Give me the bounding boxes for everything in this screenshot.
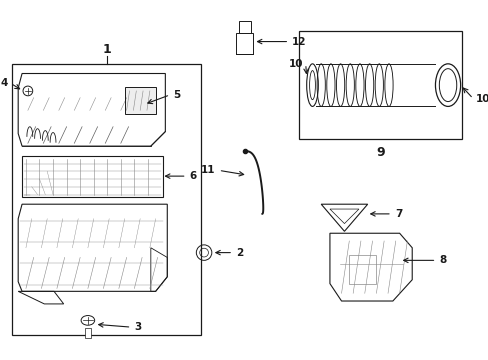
Text: 8: 8 bbox=[438, 255, 446, 265]
Bar bbox=[12, 64, 201, 335]
Bar bbox=[298, 31, 461, 139]
Bar bbox=[239, 21, 250, 33]
Text: 9: 9 bbox=[375, 147, 384, 159]
Bar bbox=[236, 33, 253, 54]
Text: 6: 6 bbox=[189, 171, 196, 181]
Text: 5: 5 bbox=[173, 90, 180, 100]
Text: 10: 10 bbox=[288, 59, 302, 69]
Text: 4: 4 bbox=[0, 78, 7, 88]
Bar bbox=[348, 255, 376, 284]
Text: 7: 7 bbox=[394, 209, 401, 219]
Bar bbox=[85, 328, 91, 338]
Text: 1: 1 bbox=[102, 43, 111, 56]
Text: 3: 3 bbox=[134, 322, 142, 332]
Text: 11: 11 bbox=[201, 165, 215, 175]
Text: 10: 10 bbox=[475, 94, 488, 104]
Text: 12: 12 bbox=[291, 37, 306, 46]
Bar bbox=[124, 87, 155, 114]
Text: 2: 2 bbox=[236, 248, 243, 258]
